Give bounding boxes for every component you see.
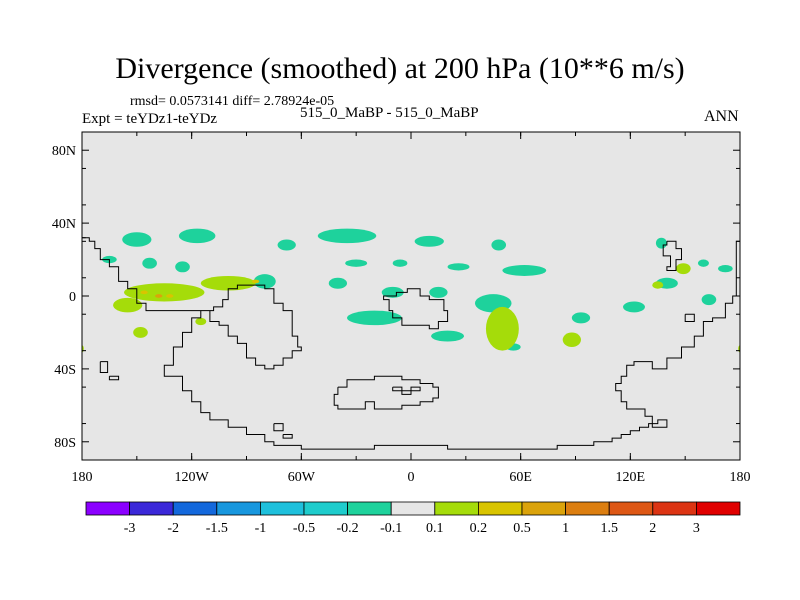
lat-tick-label: 40N bbox=[52, 217, 76, 232]
colorbar-swatch bbox=[565, 501, 610, 516]
colorbar-label: 1 bbox=[562, 521, 569, 536]
colorbar-label: -1.5 bbox=[206, 521, 228, 536]
contour-region bbox=[485, 306, 519, 351]
coastline bbox=[108, 375, 120, 381]
colorbar-label: -0.2 bbox=[337, 521, 359, 536]
colorbar-label: -0.5 bbox=[293, 521, 315, 536]
colorbar-swatch bbox=[85, 501, 130, 516]
contour-region bbox=[676, 263, 691, 275]
coastline bbox=[333, 375, 439, 410]
colorbar-label: -0.1 bbox=[380, 521, 402, 536]
colorbar-label: 3 bbox=[693, 521, 700, 536]
contour-region bbox=[562, 332, 581, 348]
contour-region bbox=[122, 232, 152, 247]
stats-label: rmsd= 0.0573141 diff= 2.78924e-05 bbox=[130, 94, 335, 109]
colorbar-swatch bbox=[652, 501, 697, 516]
season-label: ANN bbox=[704, 108, 739, 125]
colorbar-label: 0.1 bbox=[426, 521, 444, 536]
contour-region bbox=[502, 265, 547, 276]
contour-region bbox=[381, 286, 404, 298]
colorbar-swatch bbox=[608, 501, 654, 516]
contour-region bbox=[447, 263, 470, 271]
lon-tick-label: 120W bbox=[175, 470, 210, 485]
coastline bbox=[684, 313, 695, 322]
contour-region bbox=[414, 235, 444, 247]
colorbar-label: 0.5 bbox=[513, 521, 531, 536]
lon-tick-label: 180 bbox=[730, 470, 751, 485]
contour-region bbox=[491, 239, 507, 251]
contour-region bbox=[347, 310, 402, 326]
contour-region bbox=[429, 286, 448, 298]
contour-region bbox=[317, 228, 377, 244]
coastline bbox=[662, 240, 682, 271]
contour-region bbox=[113, 297, 143, 313]
contour-region bbox=[155, 294, 163, 298]
lat-tick-label: 80S bbox=[54, 436, 76, 451]
contour-region bbox=[697, 259, 709, 267]
coastline bbox=[383, 288, 449, 330]
contour-region bbox=[623, 301, 645, 313]
coastline bbox=[99, 361, 109, 373]
colorbar-label: 1.5 bbox=[600, 521, 618, 536]
colorbar-swatch bbox=[390, 501, 436, 516]
lat-tick-label: 40S bbox=[54, 363, 76, 378]
lon-tick-label: 0 bbox=[408, 470, 415, 485]
colorbar-swatch bbox=[347, 501, 392, 516]
colorbar-label: -2 bbox=[167, 521, 179, 536]
contour-region bbox=[142, 257, 157, 269]
contour-region bbox=[195, 317, 207, 326]
plot-title: Divergence (smoothed) at 200 hPa (10**6 … bbox=[115, 52, 685, 85]
lat-tick-label: 0 bbox=[69, 290, 76, 305]
colorbar-label: -1 bbox=[255, 521, 267, 536]
contour-region bbox=[571, 312, 591, 324]
contour-region bbox=[175, 261, 190, 273]
colorbar-swatch bbox=[434, 501, 479, 516]
contour-region bbox=[392, 259, 408, 267]
colorbar-swatch bbox=[696, 501, 741, 516]
colorbar-swatch bbox=[521, 501, 566, 516]
contour-region bbox=[133, 326, 148, 338]
coastline bbox=[282, 434, 293, 439]
contour-region bbox=[124, 283, 205, 302]
colorbar-swatch bbox=[259, 501, 305, 516]
contour-region bbox=[140, 290, 148, 295]
contour-region bbox=[345, 259, 368, 267]
lon-tick-label: 120E bbox=[616, 470, 646, 485]
colorbar-swatch bbox=[477, 501, 523, 516]
contour-region bbox=[166, 294, 174, 298]
lon-tick-label: 60W bbox=[288, 470, 316, 485]
colorbar-swatch bbox=[129, 501, 174, 516]
colorbar-swatch bbox=[303, 501, 348, 516]
experiment-label: Expt = teYDz1-teYDz bbox=[82, 111, 218, 127]
contour-region bbox=[200, 275, 256, 291]
contour-region bbox=[431, 330, 465, 342]
colorbar-swatch bbox=[172, 501, 218, 516]
coastline bbox=[82, 237, 740, 450]
colorbar-swatch bbox=[216, 501, 261, 516]
coastline bbox=[273, 423, 284, 432]
colorbar-label: 2 bbox=[649, 521, 656, 536]
contour-region bbox=[277, 239, 296, 251]
lat-tick-label: 80N bbox=[52, 144, 76, 159]
contour-region bbox=[655, 237, 667, 249]
lon-tick-label: 180 bbox=[72, 470, 93, 485]
contour-region bbox=[178, 228, 216, 244]
contour-region bbox=[251, 279, 260, 284]
coastline-layer bbox=[82, 237, 740, 450]
contour-region bbox=[718, 265, 733, 273]
colorbar: -3 -2 -1.5 -1 -0.5 -0.2 -0.1 0.1 0.2 0.5 1 1.5 2 3 bbox=[85, 501, 741, 536]
contour-region bbox=[328, 277, 348, 289]
axis-ticks: 80N 40N 0 40S 80S 180 120W 60W 0 60E 120E 180 bbox=[52, 131, 751, 485]
lon-tick-label: 60E bbox=[509, 470, 532, 485]
contour-region bbox=[652, 281, 664, 289]
colorbar-label: -3 bbox=[124, 521, 136, 536]
case-label: 515_0_MaBP - 515_0_MaBP bbox=[300, 105, 479, 121]
contour-region bbox=[701, 294, 717, 306]
colorbar-label: 0.2 bbox=[470, 521, 488, 536]
coastline bbox=[392, 386, 421, 395]
